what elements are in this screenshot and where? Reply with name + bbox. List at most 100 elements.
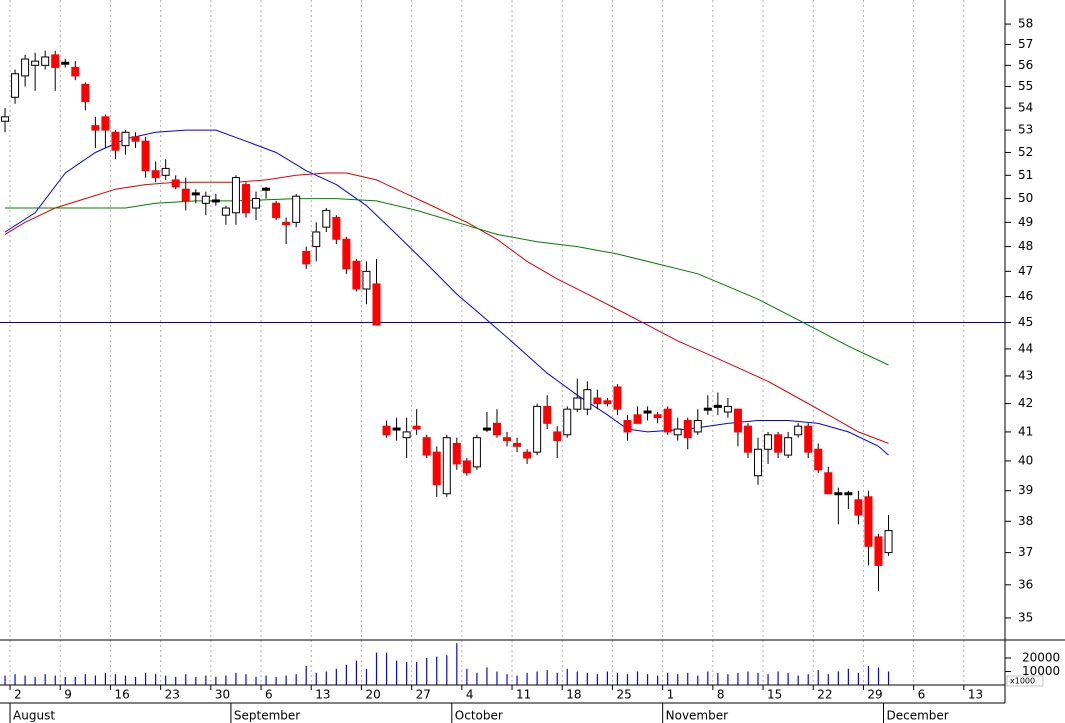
x-tick-label: 22 [817, 688, 832, 702]
y-tick-label: 41 [1018, 424, 1033, 438]
candle-body [101, 116, 110, 131]
candle-body [312, 231, 321, 248]
candle-body [382, 425, 391, 436]
candle-body [252, 198, 261, 209]
y-tick-label: 39 [1018, 483, 1033, 497]
candle-body [231, 177, 240, 214]
candle-body [583, 389, 592, 410]
candle-body [613, 386, 622, 410]
candle-body [432, 451, 441, 486]
candle-body [282, 221, 291, 226]
candle-body [151, 170, 160, 179]
candle-body [352, 260, 361, 290]
candle-body [573, 397, 582, 410]
moving-average-line [4, 129, 889, 456]
candle-body [553, 431, 562, 442]
month-label: August [13, 709, 55, 723]
volume-unit-label: x1000 [1010, 677, 1035, 686]
candle-body [754, 448, 763, 477]
x-tick-label: 30 [215, 688, 230, 702]
y-tick-label: 57 [1018, 37, 1033, 51]
candle-body [332, 217, 341, 240]
candle-body [743, 425, 752, 453]
candle-body [513, 442, 522, 447]
candle-body [533, 405, 542, 453]
candle-body [211, 199, 220, 203]
candle-body [543, 405, 552, 424]
y-tick-label: 51 [1018, 168, 1033, 182]
month-label: October [455, 709, 503, 723]
candle-body [412, 425, 421, 430]
x-tick-label: 1 [667, 688, 675, 702]
candle-body [874, 536, 883, 566]
candle-body [141, 140, 150, 172]
y-tick-label: 56 [1018, 58, 1033, 72]
x-tick-label: 6 [918, 688, 926, 702]
candle-body [201, 195, 210, 204]
candle-body [814, 448, 823, 471]
candle-body [593, 397, 602, 405]
candle-body [241, 184, 250, 214]
candle-body [492, 422, 501, 436]
candle-body [663, 408, 672, 433]
candle-body [41, 56, 50, 66]
candle-body [262, 187, 271, 191]
x-tick-label: 20 [365, 688, 380, 702]
candle-body [623, 420, 632, 433]
candle-body [81, 83, 90, 103]
candle-body [161, 167, 170, 176]
candle-body [633, 414, 642, 424]
y-tick-label: 43 [1018, 368, 1033, 382]
candle-body [804, 425, 813, 453]
y-tick-label: 42 [1018, 396, 1033, 410]
candle-body [181, 188, 190, 202]
candle-body [844, 492, 853, 496]
y-tick-label: 46 [1018, 289, 1033, 303]
candle-body [322, 209, 331, 228]
x-tick-label: 11 [516, 688, 531, 702]
candle-body [673, 428, 682, 436]
candle-body [643, 410, 652, 414]
unit-box [1006, 675, 1044, 687]
x-tick-label: 2 [14, 688, 22, 702]
x-tick-label: 4 [466, 688, 474, 702]
candle-body [31, 60, 40, 66]
candle-body [171, 179, 180, 188]
y-tick-label: 48 [1018, 239, 1033, 253]
candle-body [292, 195, 301, 223]
y-tick-label: 49 [1018, 215, 1033, 229]
candle-body [794, 425, 803, 436]
candle-body [653, 414, 662, 419]
y-tick-label: 44 [1018, 341, 1033, 355]
month-label: September [234, 709, 300, 723]
volume-tick-label: 20000 [1022, 650, 1060, 664]
candle-body [834, 492, 843, 496]
candle-body [372, 283, 381, 326]
y-tick-label: 52 [1018, 145, 1033, 159]
candle-body [91, 125, 100, 131]
candle-body [683, 420, 692, 439]
x-tick-label: 16 [114, 688, 129, 702]
candle-body [342, 238, 351, 270]
y-tick-label: 53 [1018, 123, 1033, 137]
y-tick-label: 50 [1018, 191, 1033, 205]
candle-body [131, 136, 140, 142]
candle-body [452, 442, 461, 465]
candle-body [302, 250, 311, 265]
candle-body [824, 472, 833, 495]
candle-body [402, 431, 411, 439]
candle-body [1, 116, 10, 122]
candle-body [61, 61, 70, 65]
y-tick-label: 55 [1018, 79, 1033, 93]
candle-body [563, 408, 572, 436]
x-tick-label: 23 [165, 688, 180, 702]
y-tick-label: 40 [1018, 453, 1033, 467]
y-tick-label: 47 [1018, 264, 1033, 278]
candle-body [51, 54, 60, 68]
moving-average-line [5, 198, 889, 366]
candle-body [362, 270, 371, 290]
candle-body [693, 420, 702, 433]
candle-body [523, 451, 532, 459]
candle-body [703, 407, 712, 411]
